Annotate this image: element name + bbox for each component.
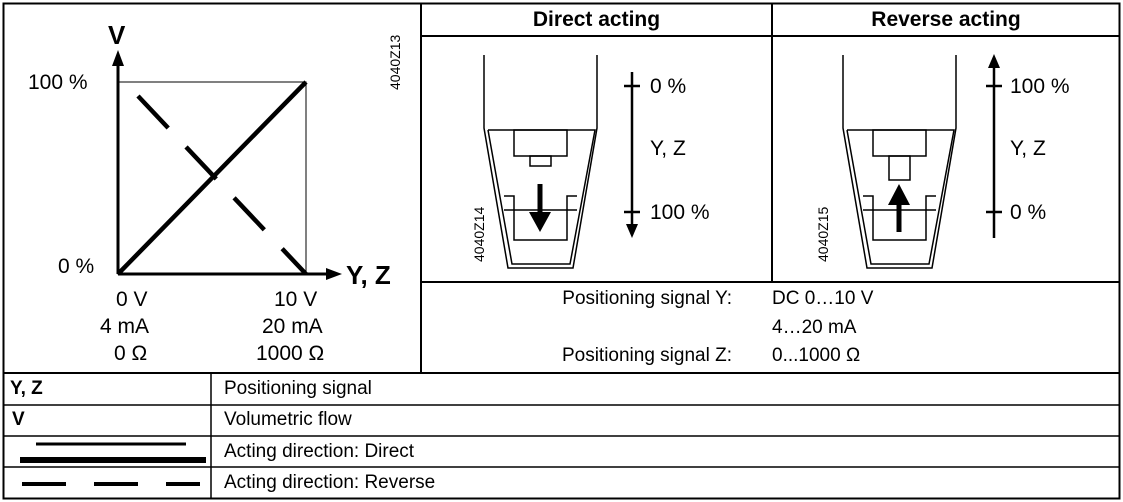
legend-key-yz: Y, Z (10, 378, 43, 399)
direct-scale (624, 72, 640, 238)
flow-chart (112, 50, 342, 280)
reverse-bottom-label: 0 % (1010, 201, 1047, 224)
signal-z-label: Positioning signal Z: (561, 345, 732, 366)
direct-drawing-code: 4040Z14 (471, 206, 487, 262)
x-left-line2: 4 mA (100, 315, 150, 338)
y-axis-label: V (108, 20, 126, 50)
legend-direct-sample (20, 442, 206, 463)
x-right-line2: 20 mA (262, 315, 323, 338)
chart-drawing-code: 4040Z13 (387, 34, 403, 90)
x-left-line1: 0 V (116, 288, 148, 311)
y-top-label: 100 % (28, 71, 88, 94)
reverse-top-label: 100 % (1010, 75, 1070, 98)
signal-z-value: 0...1000 Ω (772, 345, 861, 366)
x-left-line3: 0 Ω (114, 342, 148, 365)
direct-bottom-label: 100 % (650, 201, 710, 224)
direct-top-label: 0 % (650, 75, 687, 98)
x-right-line1: 10 V (274, 288, 318, 311)
direct-mid-label: Y, Z (650, 137, 686, 160)
legend-desc-flow: Volumetric flow (224, 409, 352, 430)
legend-desc-direct: Acting direction: Direct (224, 441, 415, 462)
legend-desc-reverse: Acting direction: Reverse (224, 472, 436, 493)
reverse-acting-header: Reverse acting (871, 8, 1021, 31)
reverse-valve (842, 55, 957, 269)
reverse-drawing-code: 4040Z15 (815, 206, 831, 262)
legend-key-v: V (12, 409, 25, 430)
signal-y-value1: DC 0…10 V (772, 288, 874, 309)
direct-valve (483, 55, 598, 269)
reverse-line (136, 94, 308, 276)
reverse-scale (986, 54, 1002, 238)
signal-y-label: Positioning signal Y: (562, 288, 732, 309)
x-axis-arrow (326, 268, 342, 280)
y-bottom-label: 0 % (58, 255, 95, 278)
reverse-mid-label: Y, Z (1010, 137, 1046, 160)
direct-acting-header: Direct acting (532, 8, 661, 31)
y-axis-arrow (112, 50, 124, 66)
x-right-line3: 1000 Ω (256, 342, 325, 365)
direct-line (116, 80, 308, 276)
legend-desc-positioning: Positioning signal (224, 378, 372, 399)
x-axis-label: Y, Z (346, 260, 391, 290)
signal-y-value2: 4…20 mA (772, 317, 857, 338)
